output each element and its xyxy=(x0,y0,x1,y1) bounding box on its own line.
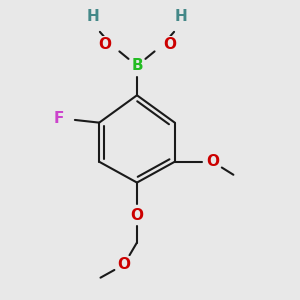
Text: H: H xyxy=(175,9,188,24)
Text: O: O xyxy=(117,257,130,272)
Text: F: F xyxy=(54,111,64,126)
Text: O: O xyxy=(130,208,143,223)
Text: H: H xyxy=(86,9,99,24)
Text: O: O xyxy=(98,37,111,52)
Text: O: O xyxy=(206,154,219,169)
Text: O: O xyxy=(163,37,176,52)
Text: B: B xyxy=(131,58,143,73)
